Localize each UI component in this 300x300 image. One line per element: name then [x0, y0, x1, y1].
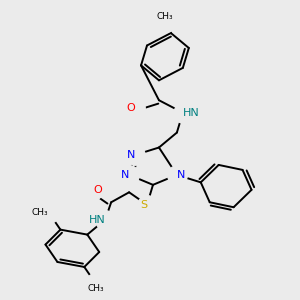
Text: N: N: [177, 170, 185, 180]
Text: HN: HN: [183, 108, 200, 118]
Text: O: O: [93, 185, 102, 195]
Text: CH₃: CH₃: [157, 12, 173, 21]
Text: S: S: [140, 200, 147, 210]
Text: CH₃: CH₃: [32, 208, 49, 217]
Text: HN: HN: [88, 215, 105, 225]
Text: O: O: [126, 103, 135, 113]
Text: N: N: [127, 150, 135, 160]
Text: N: N: [121, 170, 129, 180]
Text: CH₃: CH₃: [88, 284, 105, 293]
